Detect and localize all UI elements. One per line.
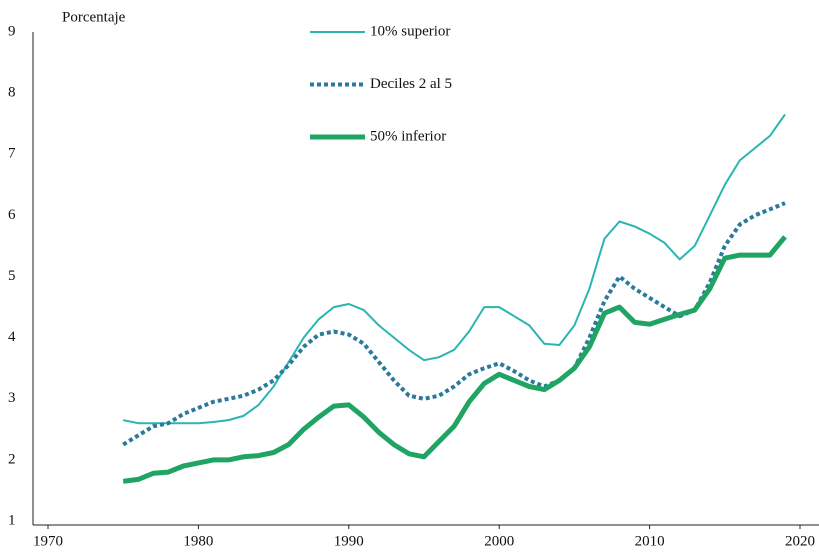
series-line — [122, 201, 786, 447]
y-tick-label: 5 — [8, 268, 16, 284]
x-tick-label: 1990 — [334, 533, 364, 549]
y-tick-label: 2 — [8, 451, 16, 467]
series-line — [122, 113, 786, 425]
y-tick-label: 3 — [8, 390, 16, 406]
legend-label: 50% inferior — [370, 128, 446, 144]
y-tick-label: 9 — [8, 23, 16, 39]
x-tick-label: 1980 — [183, 533, 213, 549]
legend-label: 10% superior — [370, 23, 450, 39]
y-axis-label: Porcentaje — [62, 9, 126, 25]
x-tick-label: 2010 — [635, 533, 665, 549]
series-line — [122, 235, 787, 484]
y-tick-label: 8 — [8, 85, 16, 101]
y-tick-label: 7 — [8, 146, 16, 162]
y-tick-label: 1 — [8, 512, 16, 528]
y-tick-label: 6 — [8, 207, 16, 223]
x-tick-label: 2000 — [484, 533, 514, 549]
y-tick-label: 4 — [8, 329, 16, 345]
x-tick-label: 1970 — [33, 533, 63, 549]
x-tick-label: 2020 — [785, 533, 815, 549]
legend-label: Deciles 2 al 5 — [370, 76, 452, 92]
